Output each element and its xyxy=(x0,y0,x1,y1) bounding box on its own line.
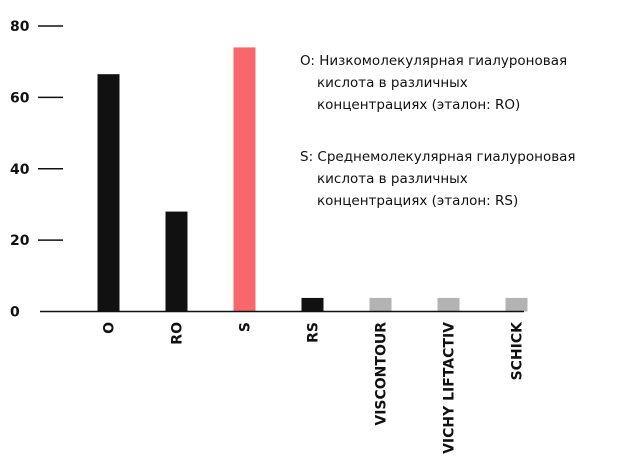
bar-vichy-liftactiv xyxy=(437,297,460,312)
x-axis-labels: O RO S RS VISCONTOUR VICHY LIFTACTIV SCHICK xyxy=(102,321,526,454)
bar-schick xyxy=(505,297,528,312)
annotation-s-line-1: S: Среднемолекулярная гиалуроновая xyxy=(300,149,576,165)
x-tick-label: RS xyxy=(306,322,322,343)
annotation-o-line-3: концентрациях (эталон: RO) xyxy=(317,97,521,113)
y-axis: 0 20 40 60 80 xyxy=(10,19,63,321)
annotation-o-line-1: O: Низкомолекулярная гиалуроновая xyxy=(300,53,568,69)
x-tick-label: RO xyxy=(170,322,186,345)
bar-rs xyxy=(301,297,324,312)
annotation-s: S: Среднемолекулярная гиалуроновая кисло… xyxy=(300,146,576,212)
annotation-o-line-2: кислота в различных xyxy=(317,75,468,91)
annotation-s-line-3: концентрациях (эталон: RS) xyxy=(317,193,519,209)
annotation-s-line-2: кислота в различных xyxy=(317,171,468,187)
bar-viscontour xyxy=(369,297,392,312)
x-tick-label: VICHY LIFTACTIV xyxy=(442,322,458,454)
x-tick-label: VISCONTOUR xyxy=(374,322,390,426)
y-tick-label: 20 xyxy=(10,233,30,249)
bar-s xyxy=(233,47,256,312)
bar-ro xyxy=(165,211,188,312)
bars xyxy=(97,47,528,312)
y-tick-label: 0 xyxy=(10,305,20,321)
annotation-o: O: Низкомолекулярная гиалуроновая кислот… xyxy=(300,50,567,116)
y-tick-label: 80 xyxy=(10,19,30,35)
bar-o xyxy=(97,74,120,312)
y-tick-label: 40 xyxy=(10,162,30,178)
x-tick-label: O xyxy=(102,322,118,334)
x-tick-label: SCHICK xyxy=(510,321,526,381)
x-tick-label: S xyxy=(238,322,254,332)
y-tick-label: 60 xyxy=(10,90,30,106)
